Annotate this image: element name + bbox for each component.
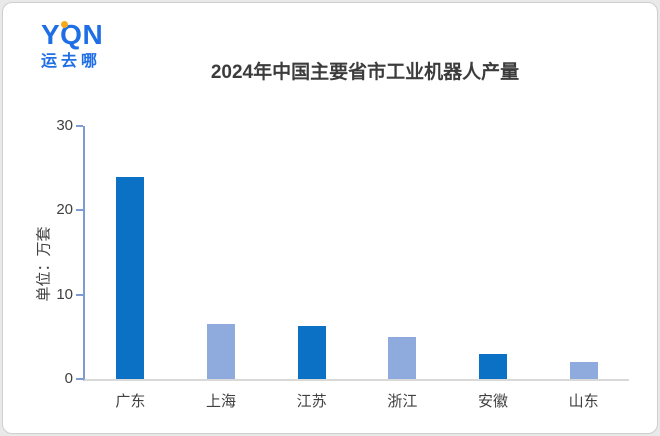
bar bbox=[569, 362, 598, 379]
y-tick-mark bbox=[76, 125, 83, 127]
x-category-label: 浙江 bbox=[387, 393, 418, 410]
logo-wordmark: YQN bbox=[41, 19, 104, 50]
y-tick-label: 10 bbox=[56, 285, 73, 303]
bar bbox=[388, 336, 417, 379]
bar bbox=[116, 176, 145, 379]
bar bbox=[207, 324, 235, 379]
chart-title: 2024年中国主要省市工业机器人产量 bbox=[210, 62, 520, 83]
yqn-logo: YQN 运去哪 bbox=[41, 21, 103, 70]
y-tick-label: 20 bbox=[56, 201, 73, 219]
x-category-label: 广东 bbox=[115, 393, 146, 410]
bar bbox=[479, 353, 507, 379]
x-category-label: 上海 bbox=[205, 393, 237, 410]
logo-chinese-name: 运去哪 bbox=[41, 53, 102, 70]
x-category-label: 江苏 bbox=[296, 393, 327, 410]
logo-orange-dot-icon bbox=[61, 21, 68, 28]
plot-area: 0 10 20 30 广东 上海 江苏 浙江 安徽 山东 bbox=[56, 117, 629, 410]
x-category-label: 安徽 bbox=[477, 393, 509, 410]
x-category-label: 山东 bbox=[568, 393, 599, 410]
y-tick-label: 0 bbox=[64, 370, 73, 387]
bar bbox=[297, 325, 326, 379]
y-tick-mark bbox=[76, 293, 83, 296]
y-tick-mark bbox=[76, 378, 83, 380]
y-tick-label: 30 bbox=[56, 117, 73, 134]
y-tick-mark bbox=[76, 209, 83, 212]
